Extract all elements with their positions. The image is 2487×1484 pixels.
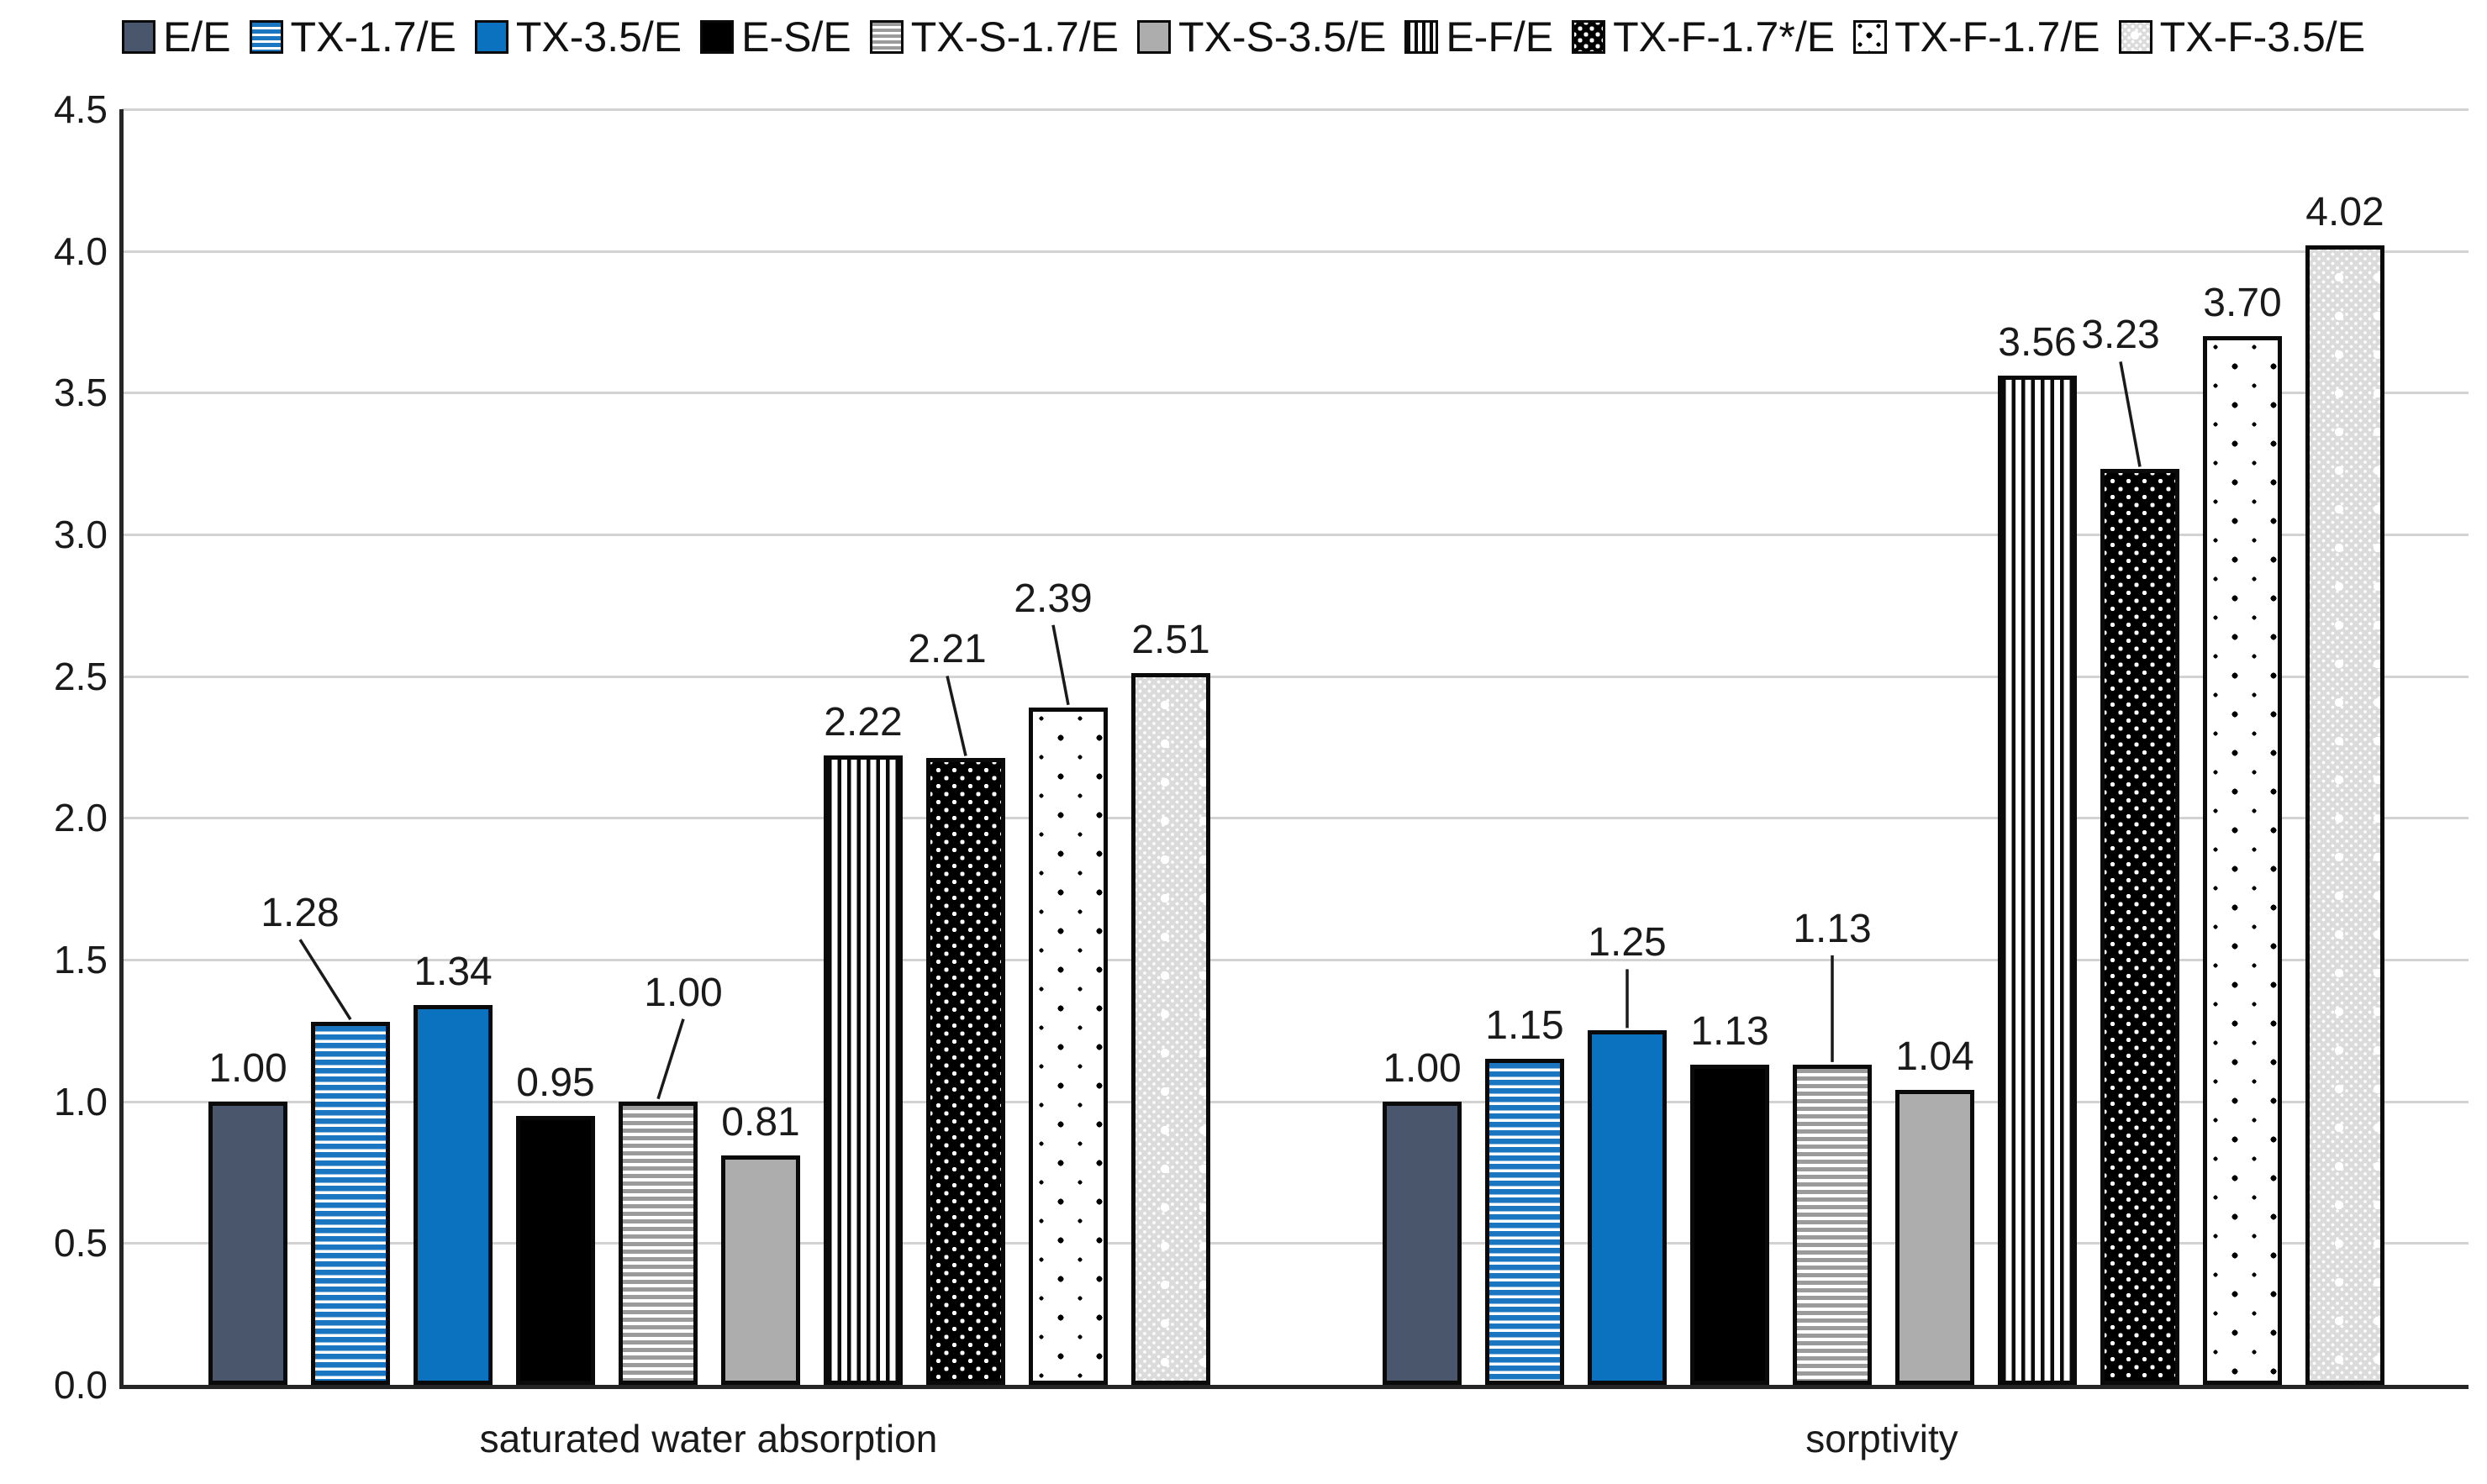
bar-TX-S-3.5/E-saturated water absorption [721,1155,800,1385]
legend-label: E-F/E [1446,13,1554,61]
bar-TX-F-3.5/E-sorptivity [2305,245,2384,1385]
legend-item-E/E: E/E [121,13,231,61]
y-tick-label-0.0: 0.0 [54,1363,108,1407]
bar-value-label: 1.28 [261,891,340,936]
bar-value-label: 1.15 [1485,1003,1564,1049]
legend-label: TX-F-3.5/E [2159,13,2366,61]
leader-line [298,939,352,1021]
bar-value-label: 1.34 [414,949,493,994]
bar-value-label: 1.00 [644,970,723,1015]
legend-item-TX-S-1.7/E: TX-S-1.7/E [869,13,1120,61]
bar-TX-F-1.7*/E-sorptivity [2100,469,2179,1385]
legend-swatch-icon [1853,20,1888,54]
bar-TX-F-1.7*/E-saturated water absorption [926,758,1005,1385]
legend-label: E-S/E [741,13,851,61]
bar-TX-S-1.7/E-saturated water absorption [619,1101,698,1385]
legend-swatch-icon [121,20,155,54]
y-tick-label-3.5: 3.5 [54,371,108,415]
leader-line [1051,624,1070,706]
legend-item-TX-S-3.5/E: TX-S-3.5/E [1137,16,1386,58]
y-tick-label-1.0: 1.0 [54,1079,108,1124]
gridline-2.0 [122,817,2469,820]
legend-swatch-icon [869,20,904,54]
bar-value-label: 2.22 [824,700,903,745]
bar-TX-F-3.5/E-saturated water absorption [1131,673,1210,1385]
bar-TX-F-1.7/E-sorptivity [2203,335,2282,1385]
category-label-saturated-water-absorption: saturated water absorption [479,1417,938,1460]
bar-value-label: 1.00 [208,1045,287,1091]
legend-label: TX-F-1.7*/E [1613,13,1836,61]
legend-swatch-icon [2118,20,2152,54]
leader-line [656,1018,685,1100]
legend-item-TX-3.5/E: TX-3.5/E [474,13,682,61]
y-tick-label-1.5: 1.5 [54,938,108,981]
gridline-2.5 [122,675,2469,678]
bar-value-label: 1.04 [1895,1034,1974,1080]
legend-item-TX-F-3.5/E: TX-F-3.5/E [2118,13,2366,61]
legend-item-E-S/E: E-S/E [700,16,851,58]
bar-TX-1.7/E-sorptivity [1485,1059,1564,1385]
legend-swatch-icon [1572,20,1606,54]
bar-value-label: 3.23 [2081,313,2160,358]
bar-value-label: 0.81 [721,1099,800,1145]
bar-E-F/E-saturated water absorption [824,755,903,1385]
legend-label: TX-F-1.7/E [1894,13,2100,61]
bar-E-F/E-sorptivity [1998,376,2077,1385]
y-tick-label-4.5: 4.5 [54,87,108,131]
legend-label: E/E [162,13,231,61]
legend-label: TX-S-1.7/E [910,13,1120,61]
bar-value-label: 2.51 [1131,618,1210,663]
gridline-4.0 [122,250,2469,253]
legend-label: TX-S-3.5/E [1178,13,1387,61]
bar-E-S/E-sorptivity [1690,1064,1769,1385]
bar-TX-S-3.5/E-sorptivity [1895,1090,1974,1385]
x-axis-line [119,1385,2469,1389]
legend-swatch-icon [700,20,735,54]
y-axis-line [119,109,124,1389]
y-tick-label-2.5: 2.5 [54,654,108,698]
legend-swatch-icon [1137,20,1172,54]
bar-value-label: 3.70 [2203,280,2282,325]
gridline-4.5 [122,108,2469,111]
y-tick-label-3.0: 3.0 [54,513,108,556]
bar-value-label: 2.39 [1014,576,1093,621]
legend-item-TX-1.7/E: TX-1.7/E [249,13,456,61]
bar-E/E-saturated water absorption [208,1101,287,1385]
legend-label: TX-3.5/E [515,13,682,61]
bar-TX-F-1.7/E-saturated water absorption [1029,707,1108,1385]
bar-E-S/E-saturated water absorption [516,1115,595,1385]
gridline-3.0 [122,534,2469,536]
bar-value-label: 2.21 [908,627,987,672]
bar-value-label: 1.13 [1793,906,1872,951]
legend-swatch-icon [474,20,508,54]
bar-value-label: 1.00 [1383,1045,1462,1091]
legend-label: TX-1.7/E [290,13,456,61]
y-tick-label-2.0: 2.0 [54,796,108,840]
bar-value-label: 4.02 [2305,189,2384,234]
y-tick-label-0.5: 0.5 [54,1221,108,1266]
legend-swatch-icon [249,20,283,54]
y-tick-label-4.0: 4.0 [54,229,108,273]
legend-swatch-icon [1404,20,1439,54]
bar-TX-S-1.7/E-sorptivity [1793,1064,1872,1385]
bar-value-label: 0.95 [516,1060,595,1105]
bar-TX-3.5/E-sorptivity [1588,1030,1667,1385]
legend-item-TX-F-1.7/E: TX-F-1.7/E [1853,16,2100,58]
bar-TX-1.7/E-saturated water absorption [311,1022,390,1385]
bar-TX-3.5/E-saturated water absorption [414,1004,493,1385]
gridline-1.5 [122,959,2469,961]
gridline-3.5 [122,392,2469,395]
legend-item-TX-F-1.7*/E: TX-F-1.7*/E [1572,16,1835,58]
gridline-0.5 [122,1242,2469,1245]
leader-line [2119,361,2142,467]
gridline-1.0 [122,1100,2469,1103]
bar-value-label: 1.25 [1588,920,1667,966]
bar-E/E-sorptivity [1383,1101,1462,1385]
bar-value-label: 1.13 [1690,1008,1769,1054]
category-label-sorptivity: sorptivity [1805,1417,1958,1460]
chart-legend: E/E TX-1.7/E TX-3.5/E E-S/E TX-S-1.7/E TX-S-3… [0,2,2487,72]
bar-value-label: 3.56 [1998,320,2077,366]
legend-item-E-F/E: E-F/E [1404,16,1553,58]
